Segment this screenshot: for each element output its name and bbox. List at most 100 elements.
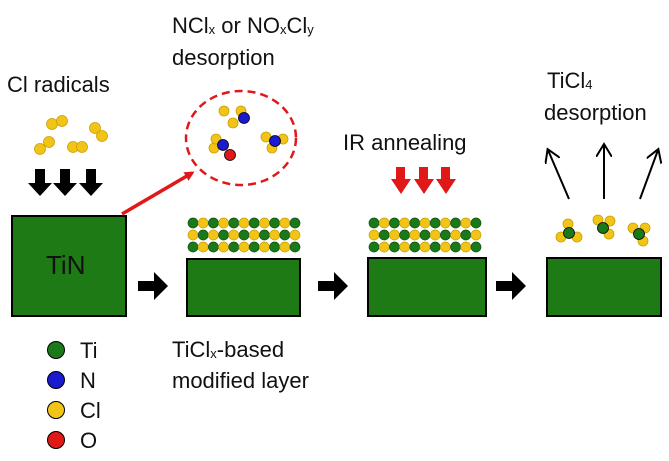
ti-atom [419, 229, 431, 241]
no-x-sub: x [279, 22, 287, 37]
legend-cl-label: Cl [80, 398, 101, 423]
cl-atom [419, 217, 431, 229]
cl-atom [218, 217, 229, 229]
based-text: -based [216, 337, 285, 362]
ti-atom [409, 217, 421, 229]
desorption-formula-label: NClx or NOxCly [172, 13, 314, 43]
cl-atom [409, 229, 421, 241]
cl-atom [378, 241, 390, 253]
cl-atom [238, 217, 250, 229]
legend-o-dot [47, 431, 65, 449]
cl-atom [450, 229, 461, 241]
cl-atom [218, 241, 229, 253]
desorbed-molecules [208, 105, 289, 161]
ti-atom [279, 229, 291, 241]
or-no-text: or NO [215, 13, 280, 38]
cl-y-sub: y [307, 22, 314, 37]
ti-atom [450, 217, 461, 229]
ti-atom [187, 217, 199, 229]
ti-atom [187, 241, 199, 253]
cl-atom [269, 229, 280, 241]
cl-atom [470, 229, 482, 241]
ti-atom [378, 229, 390, 241]
cl-atom [399, 241, 410, 253]
ti-atom [228, 217, 240, 229]
tin-label: TiN [46, 250, 86, 280]
legend-ti-dot [47, 341, 65, 359]
cl-atom [238, 241, 250, 253]
ir-annealing-label: IR annealing [343, 130, 467, 155]
desorption-label: desorption [172, 45, 275, 70]
ti-atom [248, 217, 260, 229]
ti-atom [197, 229, 209, 241]
ti-atom [450, 241, 461, 253]
ti-atom [429, 241, 441, 253]
ti-atom [228, 241, 240, 253]
final-substrate [546, 257, 662, 317]
cl-radicals-label: Cl radicals [7, 72, 110, 97]
cl-atom [208, 229, 219, 241]
legend-cl-dot [47, 401, 65, 419]
cl-atom [279, 241, 291, 253]
cl-atom [429, 229, 441, 241]
ticl4-sub: 4 [585, 77, 593, 92]
cl-atom [187, 229, 199, 241]
ti-atom [399, 229, 410, 241]
cl-atom [399, 217, 410, 229]
cl-text: Cl [286, 13, 308, 38]
modified-layer-label: modified layer [172, 368, 309, 393]
cl-atom [228, 229, 240, 241]
ticl-text: TiCl [172, 337, 211, 362]
ticl4-molecules [555, 214, 651, 247]
cl-atom [279, 217, 291, 229]
cl-atom [197, 241, 209, 253]
ti-atom [368, 241, 380, 253]
ti-atom [289, 217, 301, 229]
legend-ti-label: Ti [80, 338, 98, 363]
annealed-layer-atoms [368, 217, 482, 253]
ti-atom [248, 241, 260, 253]
process-arrow-1 [138, 272, 168, 300]
ti-atom [429, 217, 441, 229]
modified-formula-label: TiClx-based [172, 337, 284, 367]
ti-atom [470, 217, 482, 229]
ti-atom [409, 241, 421, 253]
red-arrow-to-desorption [121, 171, 195, 216]
ti-atom [208, 217, 219, 229]
annealed-substrate [367, 257, 487, 317]
ti-atom [460, 229, 472, 241]
ti-atom [389, 217, 400, 229]
ticl4-text: TiCl [547, 68, 586, 93]
ticl4-label: TiCl4 [547, 68, 593, 98]
ti-atom [470, 241, 482, 253]
modified-layer-atoms [187, 217, 301, 253]
legend-n-dot [47, 371, 65, 389]
cl-atom [289, 229, 301, 241]
cl-atom [197, 217, 209, 229]
ti-atom [208, 241, 219, 253]
cl-atom [440, 241, 451, 253]
cl-atom [259, 217, 270, 229]
tin-substrate [11, 215, 127, 317]
cl-atom [368, 229, 380, 241]
up-arrows-open [548, 145, 658, 200]
ticl-x-sub: x [210, 346, 217, 361]
cl-radical-molecules [34, 115, 108, 155]
process-arrow-2 [318, 272, 348, 300]
ti-atom [440, 229, 451, 241]
down-arrows-black [28, 169, 103, 196]
cl-atom [460, 217, 472, 229]
cl-atom [248, 229, 260, 241]
cl-atom [389, 229, 400, 241]
ti-atom [389, 241, 400, 253]
cl-atom [378, 217, 390, 229]
ti-atom [368, 217, 380, 229]
ti-atom [269, 241, 280, 253]
cl-atom [419, 241, 431, 253]
process-arrow-3 [496, 272, 526, 300]
cl-atom [440, 217, 451, 229]
legend-n-label: N [80, 368, 96, 393]
ncl-text: NCl [172, 13, 209, 38]
ti-atom [218, 229, 229, 241]
